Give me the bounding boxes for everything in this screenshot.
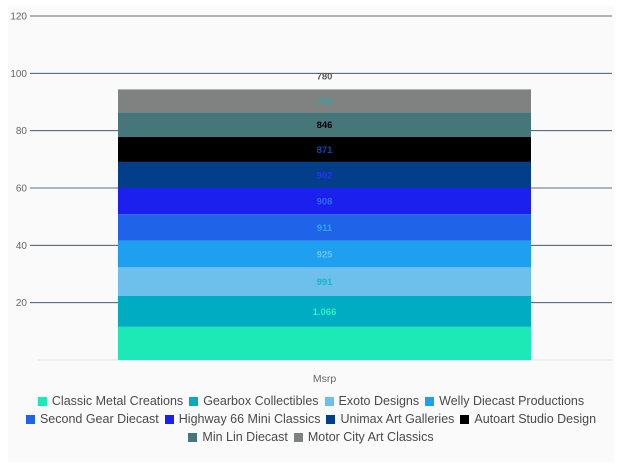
y-tick-label: 60 [16,184,28,195]
y-tick-label: 100 [10,69,27,80]
legend-item[interactable]: Gearbox Collectibles [189,394,319,408]
legend-swatch [293,432,303,442]
legend-label: Autoart Studio Design [474,412,597,426]
y-tick-label: 40 [16,241,28,252]
legend-row: Classic Metal Creations Gearbox Collectib… [0,392,622,410]
legend-swatch [188,432,198,442]
data-label: 790 [317,96,333,107]
legend-item[interactable]: Classic Metal Creations [37,394,184,408]
bar-segment [118,188,531,215]
data-label: 902 [317,170,333,181]
legend-swatch [164,414,174,424]
legend-item[interactable]: Motor City Art Classics [293,430,434,444]
legend-label: Min Lin Diecast [202,430,288,444]
legend-item[interactable]: Welly Diecast Productions [425,394,584,408]
legend-item[interactable]: Unimax Art Galleries [326,412,454,426]
bar-segment [118,112,531,137]
stacked-bar-chart: 20 40 60 80 100 120 1.066 991 925 911 908 902 871 846… [10,12,612,385]
bar-segment [118,89,531,113]
data-label: 911 [317,223,333,234]
total-label: 780 [317,71,333,82]
bar-segment [118,240,531,268]
legend-swatch [25,414,35,424]
data-label: 925 [317,249,334,260]
legend-label: Welly Diecast Productions [439,394,585,408]
legend-label: Highway 66 Mini Classics [178,412,321,426]
data-label: 846 [317,120,333,131]
data-label: 1.066 [313,307,337,318]
data-label: 908 [317,197,333,208]
bar-segment [118,136,531,162]
bar-segment [118,295,531,327]
bar-segment [118,214,531,241]
legend-label: Classic Metal Creations [51,394,184,408]
legend-label: Unimax Art Galleries [340,412,455,426]
legend-item[interactable]: Highway 66 Mini Classics [164,412,321,426]
legend-item[interactable]: Second Gear Diecast [25,412,159,426]
legend-swatch [460,414,470,424]
legend-label: Motor City Art Classics [307,430,434,444]
legend-label: Gearbox Collectibles [203,394,319,408]
legend-swatch [37,396,47,406]
y-tick-label: 120 [10,12,27,23]
data-label: 871 [317,145,334,156]
legend-label: Second Gear Diecast [39,412,159,426]
legend-row: Min Lin Diecast Motor City Art Classics [0,428,622,446]
bar-segment [118,326,531,360]
legend-row: Second Gear Diecast Highway 66 Mini Class… [0,410,622,428]
legend-item[interactable]: Autoart Studio Design [460,412,596,426]
x-tick-label: Msrp [313,373,336,385]
legend-swatch [425,396,435,406]
legend-swatch [324,396,334,406]
legend-swatch [189,396,199,406]
y-tick-label: 20 [16,298,28,309]
legend-label: Exoto Designs [338,394,420,408]
legend-item[interactable]: Exoto Designs [324,394,420,408]
data-label: 991 [317,277,334,288]
bar-segment [118,267,531,296]
legend-swatch [326,414,336,424]
bar-segment [118,161,531,188]
legend-item[interactable]: Min Lin Diecast [188,430,288,444]
y-tick-label: 80 [16,126,28,137]
legend: Classic Metal Creations Gearbox Collectib… [0,392,622,446]
